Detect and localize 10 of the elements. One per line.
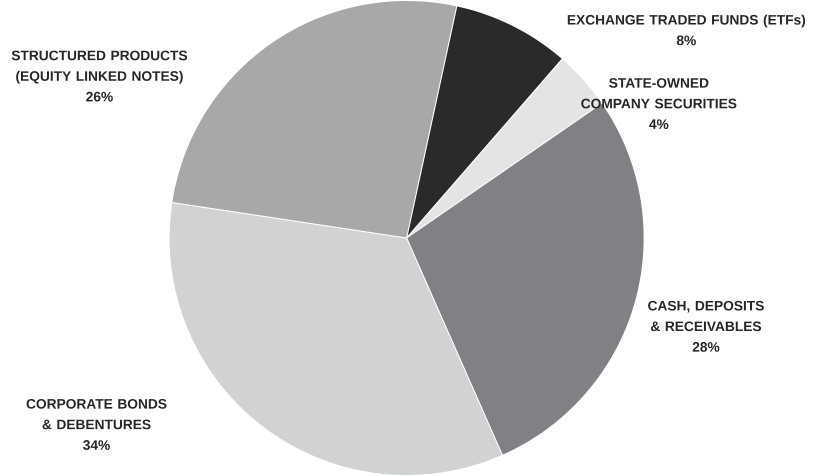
- data-label: 8%: [676, 36, 696, 46]
- slice-label: EXCHANGE TRADED FUNDS (ETFs): [568, 14, 806, 28]
- data-label: 28%: [692, 342, 720, 352]
- data-label: 26%: [86, 92, 113, 102]
- slice-label: STATE-OWNED COMPANY SECURITIES: [581, 78, 736, 108]
- slice-label: STRUCTURED PRODUCTS (EQUITY LINKED NOTES): [12, 50, 188, 84]
- slice-label: CORPORATE BONDS & DEBENTURES: [26, 398, 166, 430]
- data-label: 4%: [649, 119, 668, 130]
- data-label: 34%: [83, 440, 110, 450]
- slice-label: CASH, DEPOSITS & RECEIVABLES: [648, 300, 764, 332]
